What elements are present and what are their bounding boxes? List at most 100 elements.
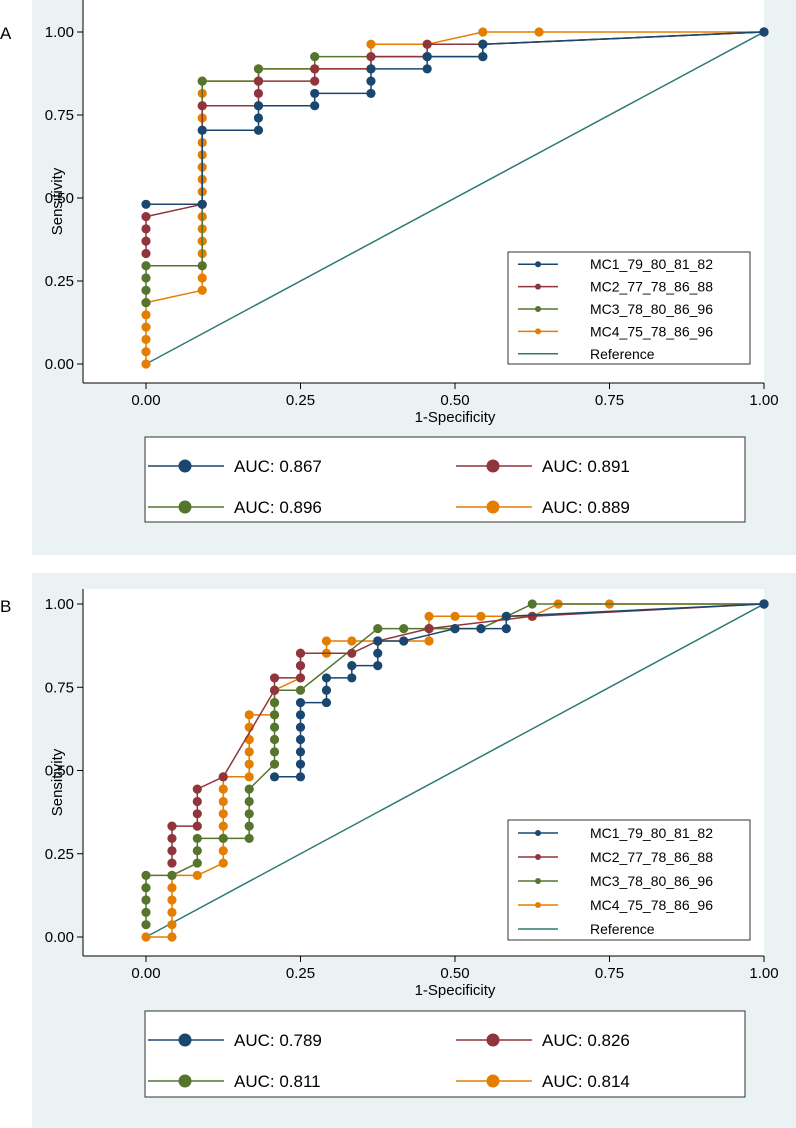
legend-marker-mc2-77-78-86-88 (535, 283, 541, 290)
x-tick-label: 0.00 (131, 392, 160, 409)
data-point-mc4-75-78-86-96 (167, 895, 177, 905)
data-point-mc1-79-80-81-82 (253, 113, 264, 123)
data-point-mc2-77-78-86-88 (167, 846, 177, 856)
data-point-mc4-75-78-86-96 (192, 870, 202, 880)
data-point-mc1-79-80-81-82 (295, 734, 306, 745)
data-point-mc1-79-80-81-82 (295, 759, 306, 769)
data-point-mc1-79-80-81-82 (422, 64, 432, 74)
data-point-mc2-77-78-86-88 (218, 772, 228, 782)
auc-marker-mc2-77-78-86-88 (486, 1033, 500, 1047)
data-point-mc1-79-80-81-82 (321, 697, 332, 708)
y-tick-label: 1.00 (45, 24, 74, 41)
data-point-mc1-79-80-81-82 (310, 88, 320, 99)
data-point-mc2-77-78-86-88 (167, 821, 177, 831)
data-point-mc4-75-78-86-96 (141, 347, 151, 357)
x-axis-title: 1-Specificity (415, 409, 496, 426)
data-point-mc4-75-78-86-96 (244, 759, 254, 769)
legend-label-mc3-78-80-86-96: MC3_78_80_86_96 (590, 301, 713, 317)
legend-marker-mc4-75-78-86-96 (535, 902, 541, 908)
auc-label-mc4-75-78-86-96: AUC: 0.814 (542, 1072, 630, 1091)
data-point-mc3-78-80-86-96 (269, 734, 280, 745)
auc-marker-mc1-79-80-81-82 (178, 1033, 192, 1047)
data-point-mc1-79-80-81-82 (347, 673, 357, 683)
y-axis-title: Sensitivity (49, 167, 66, 235)
data-point-mc3-78-80-86-96 (141, 870, 151, 880)
series-line-reference (145, 603, 765, 938)
data-point-mc1-79-80-81-82 (295, 697, 306, 708)
data-point-mc4-75-78-86-96 (167, 883, 177, 893)
y-tick-label: 0.00 (45, 356, 74, 373)
x-tick-label: 0.50 (440, 392, 469, 409)
legend-marker-mc3-78-80-86-96 (535, 306, 541, 312)
data-point-mc4-75-78-86-96 (244, 710, 254, 720)
x-tick-label: 0.75 (595, 392, 624, 409)
data-point-mc2-77-78-86-88 (192, 784, 202, 794)
data-point-mc3-78-80-86-96 (269, 747, 280, 757)
data-point-mc3-78-80-86-96 (141, 920, 151, 930)
data-point-mc1-79-80-81-82 (373, 636, 383, 646)
data-point-mc4-75-78-86-96 (218, 809, 228, 819)
data-point-mc4-75-78-86-96 (167, 907, 177, 917)
data-point-mc4-75-78-86-96 (218, 796, 228, 807)
legend-marker-mc1-79-80-81-82 (535, 830, 541, 836)
data-point-mc3-78-80-86-96 (244, 821, 254, 831)
data-point-mc1-79-80-81-82 (197, 125, 207, 135)
legend-label-mc2-77-78-86-88: MC2_77_78_86_88 (590, 279, 713, 295)
data-point-mc2-77-78-86-88 (192, 821, 202, 831)
data-point-mc3-78-80-86-96 (244, 833, 254, 844)
auc-marker-mc4-75-78-86-96 (486, 1074, 500, 1088)
data-point-mc1-79-80-81-82 (197, 199, 207, 209)
data-point-mc3-78-80-86-96 (218, 833, 228, 844)
data-point-mc2-77-78-86-88 (192, 809, 202, 819)
data-point-mc3-78-80-86-96 (244, 796, 254, 807)
auc-marker-mc3-78-80-86-96 (178, 500, 192, 514)
x-axis-title: 1-Specificity (415, 982, 496, 999)
data-point-mc3-78-80-86-96 (192, 858, 202, 868)
data-point-mc4-75-78-86-96 (478, 27, 488, 37)
data-point-mc2-77-78-86-88 (141, 248, 151, 259)
data-point-mc3-78-80-86-96 (141, 297, 151, 308)
data-point-mc2-77-78-86-88 (295, 673, 306, 683)
data-point-mc4-75-78-86-96 (218, 784, 228, 794)
data-point-mc3-78-80-86-96 (310, 51, 320, 62)
auc-label-mc3-78-80-86-96: AUC: 0.896 (234, 498, 322, 517)
data-point-mc3-78-80-86-96 (295, 685, 306, 695)
auc-label-mc1-79-80-81-82: AUC: 0.789 (234, 1031, 322, 1050)
data-point-mc3-78-80-86-96 (269, 722, 280, 732)
y-tick-label: 0.00 (45, 929, 74, 946)
data-point-mc4-75-78-86-96 (366, 39, 376, 49)
auc-legend-box (144, 1010, 746, 1098)
data-point-mc2-77-78-86-88 (253, 88, 264, 99)
data-point-mc1-79-80-81-82 (373, 648, 383, 658)
data-point-mc1-79-80-81-82 (478, 39, 488, 49)
data-point-mc4-75-78-86-96 (218, 846, 228, 856)
data-point-mc4-75-78-86-96 (141, 322, 151, 332)
data-point-mc3-78-80-86-96 (399, 624, 409, 634)
data-point-mc4-75-78-86-96 (244, 747, 254, 757)
legend-marker-mc1-79-80-81-82 (535, 261, 541, 268)
data-point-mc3-78-80-86-96 (244, 784, 254, 794)
x-tick-label: 0.25 (286, 392, 315, 409)
legend-label-mc3-78-80-86-96: MC3_78_80_86_96 (590, 873, 713, 889)
data-point-mc1-79-80-81-82 (478, 51, 488, 62)
legend-box (507, 251, 751, 365)
data-point-mc3-78-80-86-96 (269, 759, 280, 769)
data-point-mc2-77-78-86-88 (253, 76, 264, 86)
data-point-mc2-77-78-86-88 (295, 661, 306, 671)
y-tick-label: 0.50 (45, 763, 74, 780)
data-point-mc1-79-80-81-82 (253, 101, 264, 111)
legend-label-reference: Reference (590, 921, 655, 937)
auc-marker-mc4-75-78-86-96 (486, 500, 500, 514)
data-point-mc4-75-78-86-96 (534, 27, 544, 37)
data-point-mc1-79-80-81-82 (422, 51, 432, 62)
data-point-mc2-77-78-86-88 (310, 76, 320, 86)
x-tick-label: 1.00 (749, 965, 778, 982)
data-point-mc4-75-78-86-96 (141, 334, 151, 345)
data-point-mc1-79-80-81-82 (321, 685, 332, 695)
data-point-mc3-78-80-86-96 (527, 599, 537, 609)
data-point-mc4-75-78-86-96 (424, 636, 434, 646)
y-tick-label: 0.75 (45, 679, 74, 696)
data-point-mc2-77-78-86-88 (167, 833, 177, 844)
